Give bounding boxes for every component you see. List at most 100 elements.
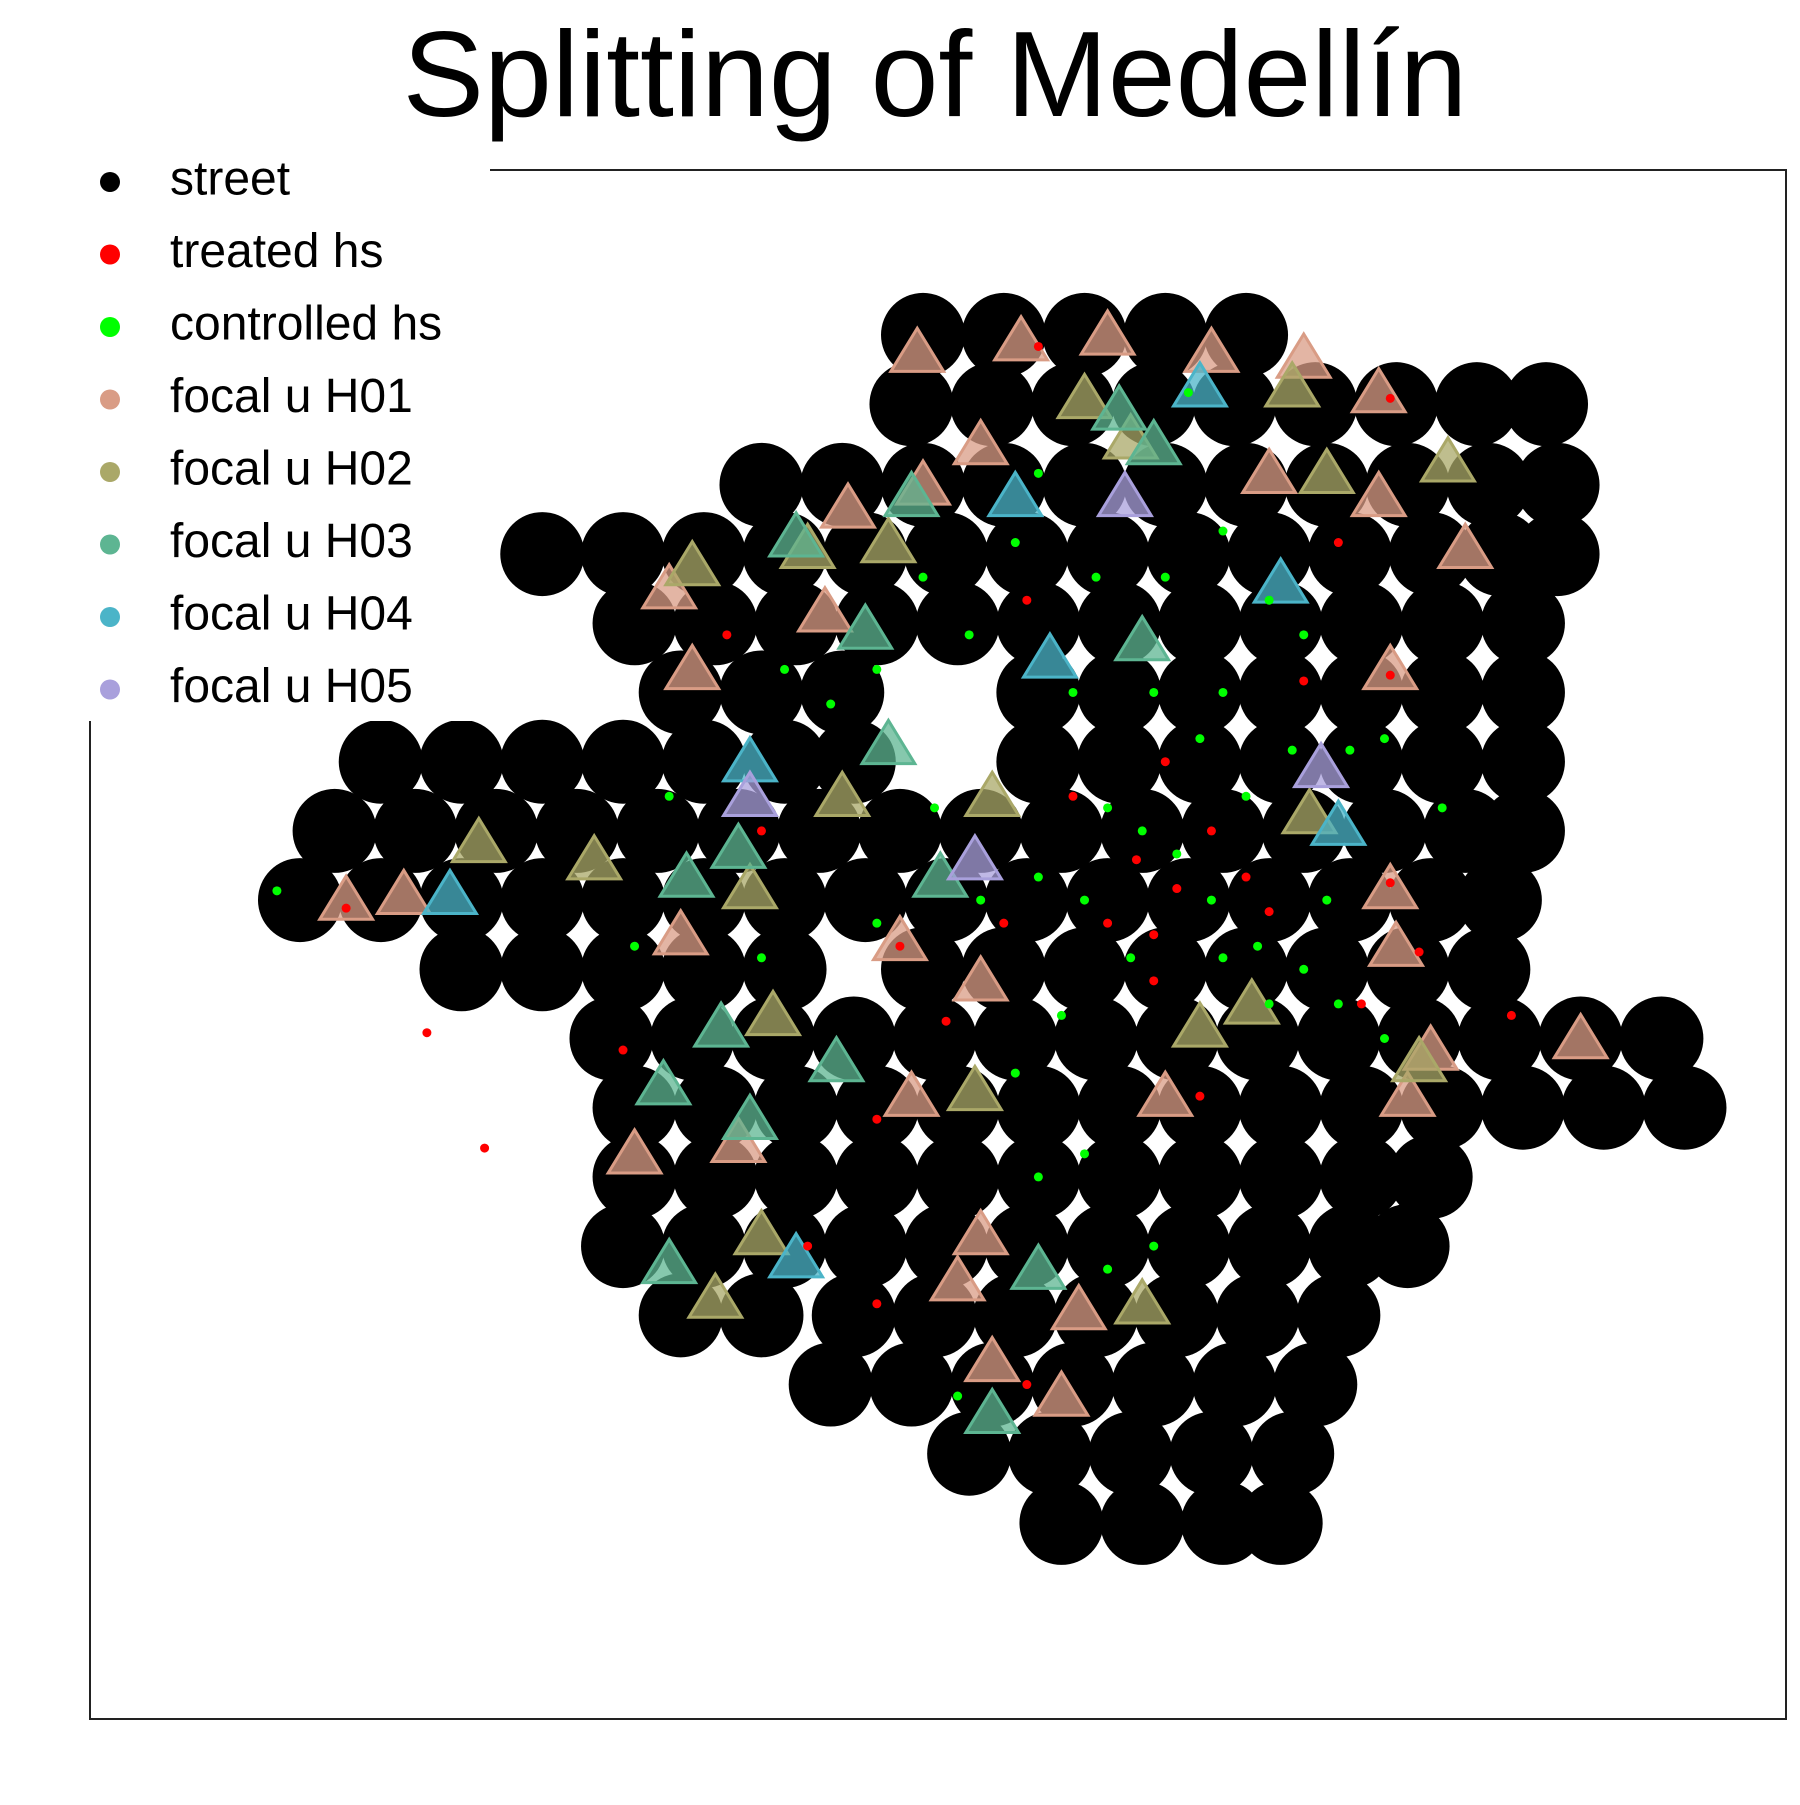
street-point [1400,1065,1485,1150]
focal-marker [449,815,508,864]
legend: street treated hs controlled hs focal u H01… [70,153,490,721]
hotspot-point [1103,918,1113,928]
hotspot-point [1333,999,1343,1009]
focal-marker [1136,1069,1195,1117]
focal-marker [945,1063,1004,1112]
focal-marker [882,469,941,518]
street-point [1180,788,1265,873]
legend-label: treated hs [170,225,383,278]
hotspot-point [803,1241,813,1251]
street-point [500,512,585,597]
street-point [1642,1065,1727,1150]
street-point [1319,1134,1404,1219]
hotspot-point [664,791,674,801]
legend-marker [100,534,120,555]
hotspot-point [1385,393,1395,403]
focal-marker [951,417,1010,466]
street-point [950,362,1035,447]
focal-marker [720,861,780,910]
street-point [742,927,827,1012]
legend-label: focal u H05 [170,660,413,713]
hotspot-point [1385,878,1395,888]
street-point [742,719,827,804]
hotspot-point [1033,1172,1043,1182]
focal-marker [565,832,624,881]
legend-label: focal u H02 [170,443,413,496]
focal-marker [686,1271,745,1319]
hotspot-point [1206,895,1216,905]
focal-marker [1349,469,1408,518]
hotspot-point [780,664,790,674]
street-point [973,996,1058,1081]
hotspot-point [953,1391,963,1401]
focal-marker [767,1230,826,1279]
street-point [1446,442,1531,527]
street-point [996,1065,1081,1150]
street-point [1296,996,1381,1081]
street-point [915,581,1000,666]
focal-marker [1182,325,1241,373]
focal-marker [813,769,872,817]
hotspot-point [1345,745,1355,755]
street-point [1111,1342,1196,1427]
hotspot-point [1333,538,1343,548]
focal-marker [836,602,895,650]
focal-marker [1020,631,1079,679]
focal-marker [1297,446,1356,495]
hotspot-point [1068,687,1078,697]
hotspot-point [1033,468,1043,478]
hotspot-point [1080,895,1090,905]
hotspot-point [1379,734,1389,744]
street-point [419,927,504,1012]
hotspot-point [1356,999,1366,1009]
legend-label: focal u H01 [170,370,413,423]
focal-marker [1251,556,1310,604]
hotspot-point [1022,1380,1032,1390]
street-point [1077,719,1162,804]
focal-marker [1049,1282,1108,1331]
street-point [1077,650,1162,735]
hotspot-point [1264,595,1274,605]
hotspot-point [826,699,836,709]
street-point [1457,996,1542,1081]
street-point [1561,1065,1646,1150]
street-point [1388,858,1473,943]
street-point [569,996,654,1081]
hotspot-point [618,1045,628,1055]
hotspot-point [1183,388,1193,398]
hotspot-point [1056,1010,1066,1020]
street-point [338,719,423,804]
street-point [581,719,666,804]
focal-marker [859,717,918,766]
street-point [1134,1273,1219,1358]
focal-marker [1078,308,1137,356]
street-point [973,1273,1058,1358]
street-point [661,719,746,804]
street-point [1042,927,1127,1012]
hotspot-point [1299,964,1309,974]
plot-area [89,169,1787,1720]
focal-marker [870,913,930,962]
hotspot-point [756,826,766,836]
hotspot-point [1137,826,1147,836]
street-point [1123,292,1208,377]
hotspot-point [872,918,882,928]
street-point [1446,927,1531,1012]
focal-marker [709,821,768,869]
hotspot-point [1241,791,1251,801]
street-point [996,719,1081,804]
hotspot-point [1149,976,1159,986]
legend-label: controlled hs [170,298,442,351]
street-point [1307,512,1392,597]
street-point [1007,1411,1092,1496]
street-point [1307,1204,1392,1289]
hotspot-point [1103,1264,1113,1274]
street-point [1250,1411,1335,1496]
hotspot-point [1206,826,1216,836]
hotspot-point [1195,734,1205,744]
street-point [950,1342,1035,1427]
focal-marker [1390,1034,1449,1083]
street-point [1157,650,1242,735]
